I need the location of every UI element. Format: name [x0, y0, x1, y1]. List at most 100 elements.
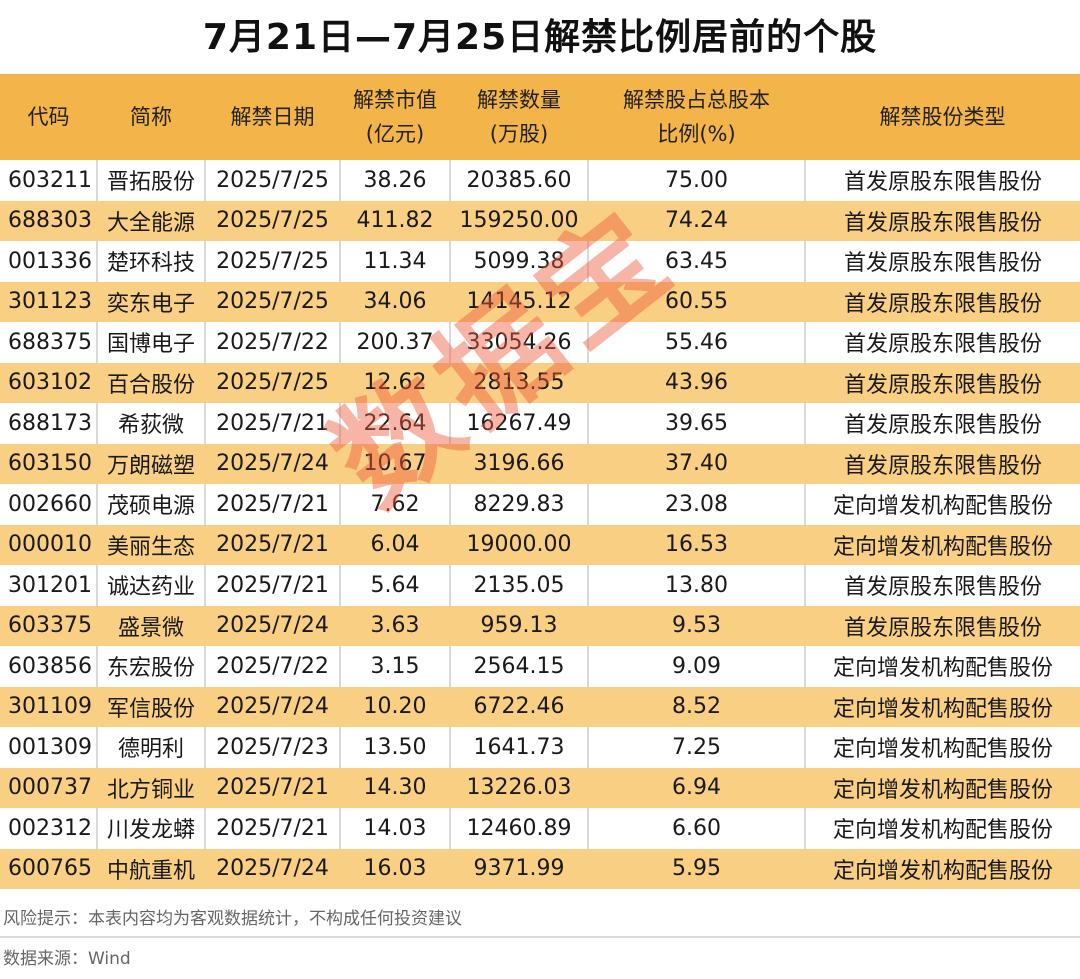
column-header-date: 解禁日期	[205, 74, 340, 160]
cell-code: 002660	[0, 484, 97, 525]
table-body: 603211 晋拓股份 2025/7/25 38.26 20385.60 75.00 首发原…	[0, 160, 1080, 889]
cell-type: 定向增发机构配售股份	[804, 484, 1080, 525]
cell-code: 603150	[0, 443, 97, 484]
cell-type: 定向增发机构配售股份	[804, 524, 1080, 565]
cell-value: 10.67	[339, 443, 450, 484]
cell-ratio: 75.00	[587, 160, 805, 201]
cell-code: 603856	[0, 646, 97, 687]
page-title: 7月21日—7月25日解禁比例居前的个股	[202, 17, 878, 58]
cell-ratio: 6.94	[587, 767, 805, 808]
cell-ratio: 55.46	[587, 322, 805, 363]
cell-value: 3.15	[339, 646, 450, 687]
cell-date: 2025/7/21	[204, 403, 340, 444]
cell-type: 定向增发机构配售股份	[804, 727, 1080, 768]
cell-value: 22.64	[339, 403, 450, 444]
cell-type: 定向增发机构配售股份	[804, 686, 1080, 727]
cell-type: 首发原股东限售股份	[804, 362, 1080, 403]
cell-shares: 14145.12	[449, 281, 588, 322]
cell-type: 定向增发机构配售股份	[804, 808, 1080, 849]
cell-ratio: 23.08	[587, 484, 805, 525]
cell-shares: 3196.66	[449, 443, 588, 484]
cell-name: 盛景微	[96, 605, 205, 646]
cell-date: 2025/7/21	[204, 767, 340, 808]
cell-ratio: 74.24	[587, 200, 805, 241]
cell-value: 13.50	[339, 727, 450, 768]
cell-date: 2025/7/25	[204, 200, 340, 241]
cell-code: 002312	[0, 808, 97, 849]
cell-name: 军信股份	[96, 686, 205, 727]
data-source: 数据来源：Wind	[3, 949, 131, 969]
cell-shares: 19000.00	[449, 524, 588, 565]
cell-code: 600765	[0, 848, 97, 889]
table-row: 002312 川发龙蟒 2025/7/21 14.03 12460.89 6.60 定向增发…	[0, 808, 1080, 849]
cell-code: 301123	[0, 281, 97, 322]
table-row: 001309 德明利 2025/7/23 13.50 1641.73 7.25 定向增发机构…	[0, 727, 1080, 768]
table-row: 603856 东宏股份 2025/7/22 3.15 2564.15 9.09 定向增发机构…	[0, 646, 1080, 687]
cell-date: 2025/7/24	[204, 443, 340, 484]
cell-date: 2025/7/23	[204, 727, 340, 768]
cell-type: 首发原股东限售股份	[804, 200, 1080, 241]
cell-name: 中航重机	[96, 848, 205, 889]
column-header-name: 简称	[97, 74, 205, 160]
column-header-ratio: 解禁股占总股本 比例(%)	[588, 74, 805, 160]
cell-date: 2025/7/25	[204, 241, 340, 282]
cell-ratio: 9.53	[587, 605, 805, 646]
cell-name: 万朗磁塑	[96, 443, 205, 484]
cell-name: 德明利	[96, 727, 205, 768]
column-header-label: 解禁股占总股本	[623, 88, 770, 112]
table-row: 603211 晋拓股份 2025/7/25 38.26 20385.60 75.00 首发原…	[0, 160, 1080, 201]
cell-type: 首发原股东限售股份	[804, 605, 1080, 646]
cell-type: 定向增发机构配售股份	[804, 767, 1080, 808]
table-row: 000010 美丽生态 2025/7/21 6.04 19000.00 16.53 定向增发…	[0, 524, 1080, 565]
cell-code: 688375	[0, 322, 97, 363]
cell-code: 301201	[0, 565, 97, 606]
cell-date: 2025/7/25	[204, 160, 340, 201]
risk-disclaimer: 风险提示：本表内容均为客观数据统计，不构成任何投资建议	[0, 900, 1080, 938]
cell-date: 2025/7/21	[204, 484, 340, 525]
column-header-unit: (万股)	[489, 122, 549, 146]
table-row: 603102 百合股份 2025/7/25 12.62 2813.55 43.96 首发原股…	[0, 362, 1080, 403]
table-row: 002660 茂硕电源 2025/7/21 7.62 8229.83 23.08 定向增发机…	[0, 484, 1080, 525]
cell-value: 14.30	[339, 767, 450, 808]
cell-date: 2025/7/25	[204, 362, 340, 403]
cell-shares: 6722.46	[449, 686, 588, 727]
cell-ratio: 8.52	[587, 686, 805, 727]
cell-name: 川发龙蟒	[96, 808, 205, 849]
table-row: 600765 中航重机 2025/7/24 16.03 9371.99 5.95 定向增发机…	[0, 848, 1080, 889]
cell-value: 7.62	[339, 484, 450, 525]
cell-ratio: 63.45	[587, 241, 805, 282]
table-row: 688303 大全能源 2025/7/25 411.82 159250.00 74.24 首…	[0, 200, 1080, 241]
column-header-label: 解禁股份类型	[879, 105, 1006, 129]
cell-shares: 12460.89	[449, 808, 588, 849]
cell-shares: 20385.60	[449, 160, 588, 201]
cell-code: 001309	[0, 727, 97, 768]
cell-code: 688303	[0, 200, 97, 241]
cell-ratio: 6.60	[587, 808, 805, 849]
cell-name: 东宏股份	[96, 646, 205, 687]
cell-ratio: 60.55	[587, 281, 805, 322]
cell-date: 2025/7/24	[204, 686, 340, 727]
cell-shares: 16267.49	[449, 403, 588, 444]
cell-value: 34.06	[339, 281, 450, 322]
cell-type: 定向增发机构配售股份	[804, 848, 1080, 889]
cell-value: 10.20	[339, 686, 450, 727]
cell-name: 茂硕电源	[96, 484, 205, 525]
cell-type: 定向增发机构配售股份	[804, 646, 1080, 687]
cell-shares: 9371.99	[449, 848, 588, 889]
cell-date: 2025/7/21	[204, 565, 340, 606]
table-row: 301123 奕东电子 2025/7/25 34.06 14145.12 60.55 首发原…	[0, 281, 1080, 322]
cell-code: 000737	[0, 767, 97, 808]
cell-value: 200.37	[339, 322, 450, 363]
column-header-label: 解禁日期	[230, 105, 315, 129]
column-header-label: 代码	[27, 105, 70, 129]
cell-type: 首发原股东限售股份	[804, 241, 1080, 282]
cell-ratio: 5.95	[587, 848, 805, 889]
table-header-row: 代码 简称 解禁日期 解禁市值 (亿元) 解禁数量 (万股) 解禁股占总股本 比例(%) 解禁股份…	[0, 74, 1080, 160]
cell-shares: 8229.83	[449, 484, 588, 525]
cell-code: 001336	[0, 241, 97, 282]
cell-value: 16.03	[339, 848, 450, 889]
cell-shares: 2813.55	[449, 362, 588, 403]
table-row: 603375 盛景微 2025/7/24 3.63 959.13 9.53 首发原股东限售股…	[0, 605, 1080, 646]
column-header-shares: 解禁数量 (万股)	[450, 74, 588, 160]
cell-date: 2025/7/24	[204, 848, 340, 889]
